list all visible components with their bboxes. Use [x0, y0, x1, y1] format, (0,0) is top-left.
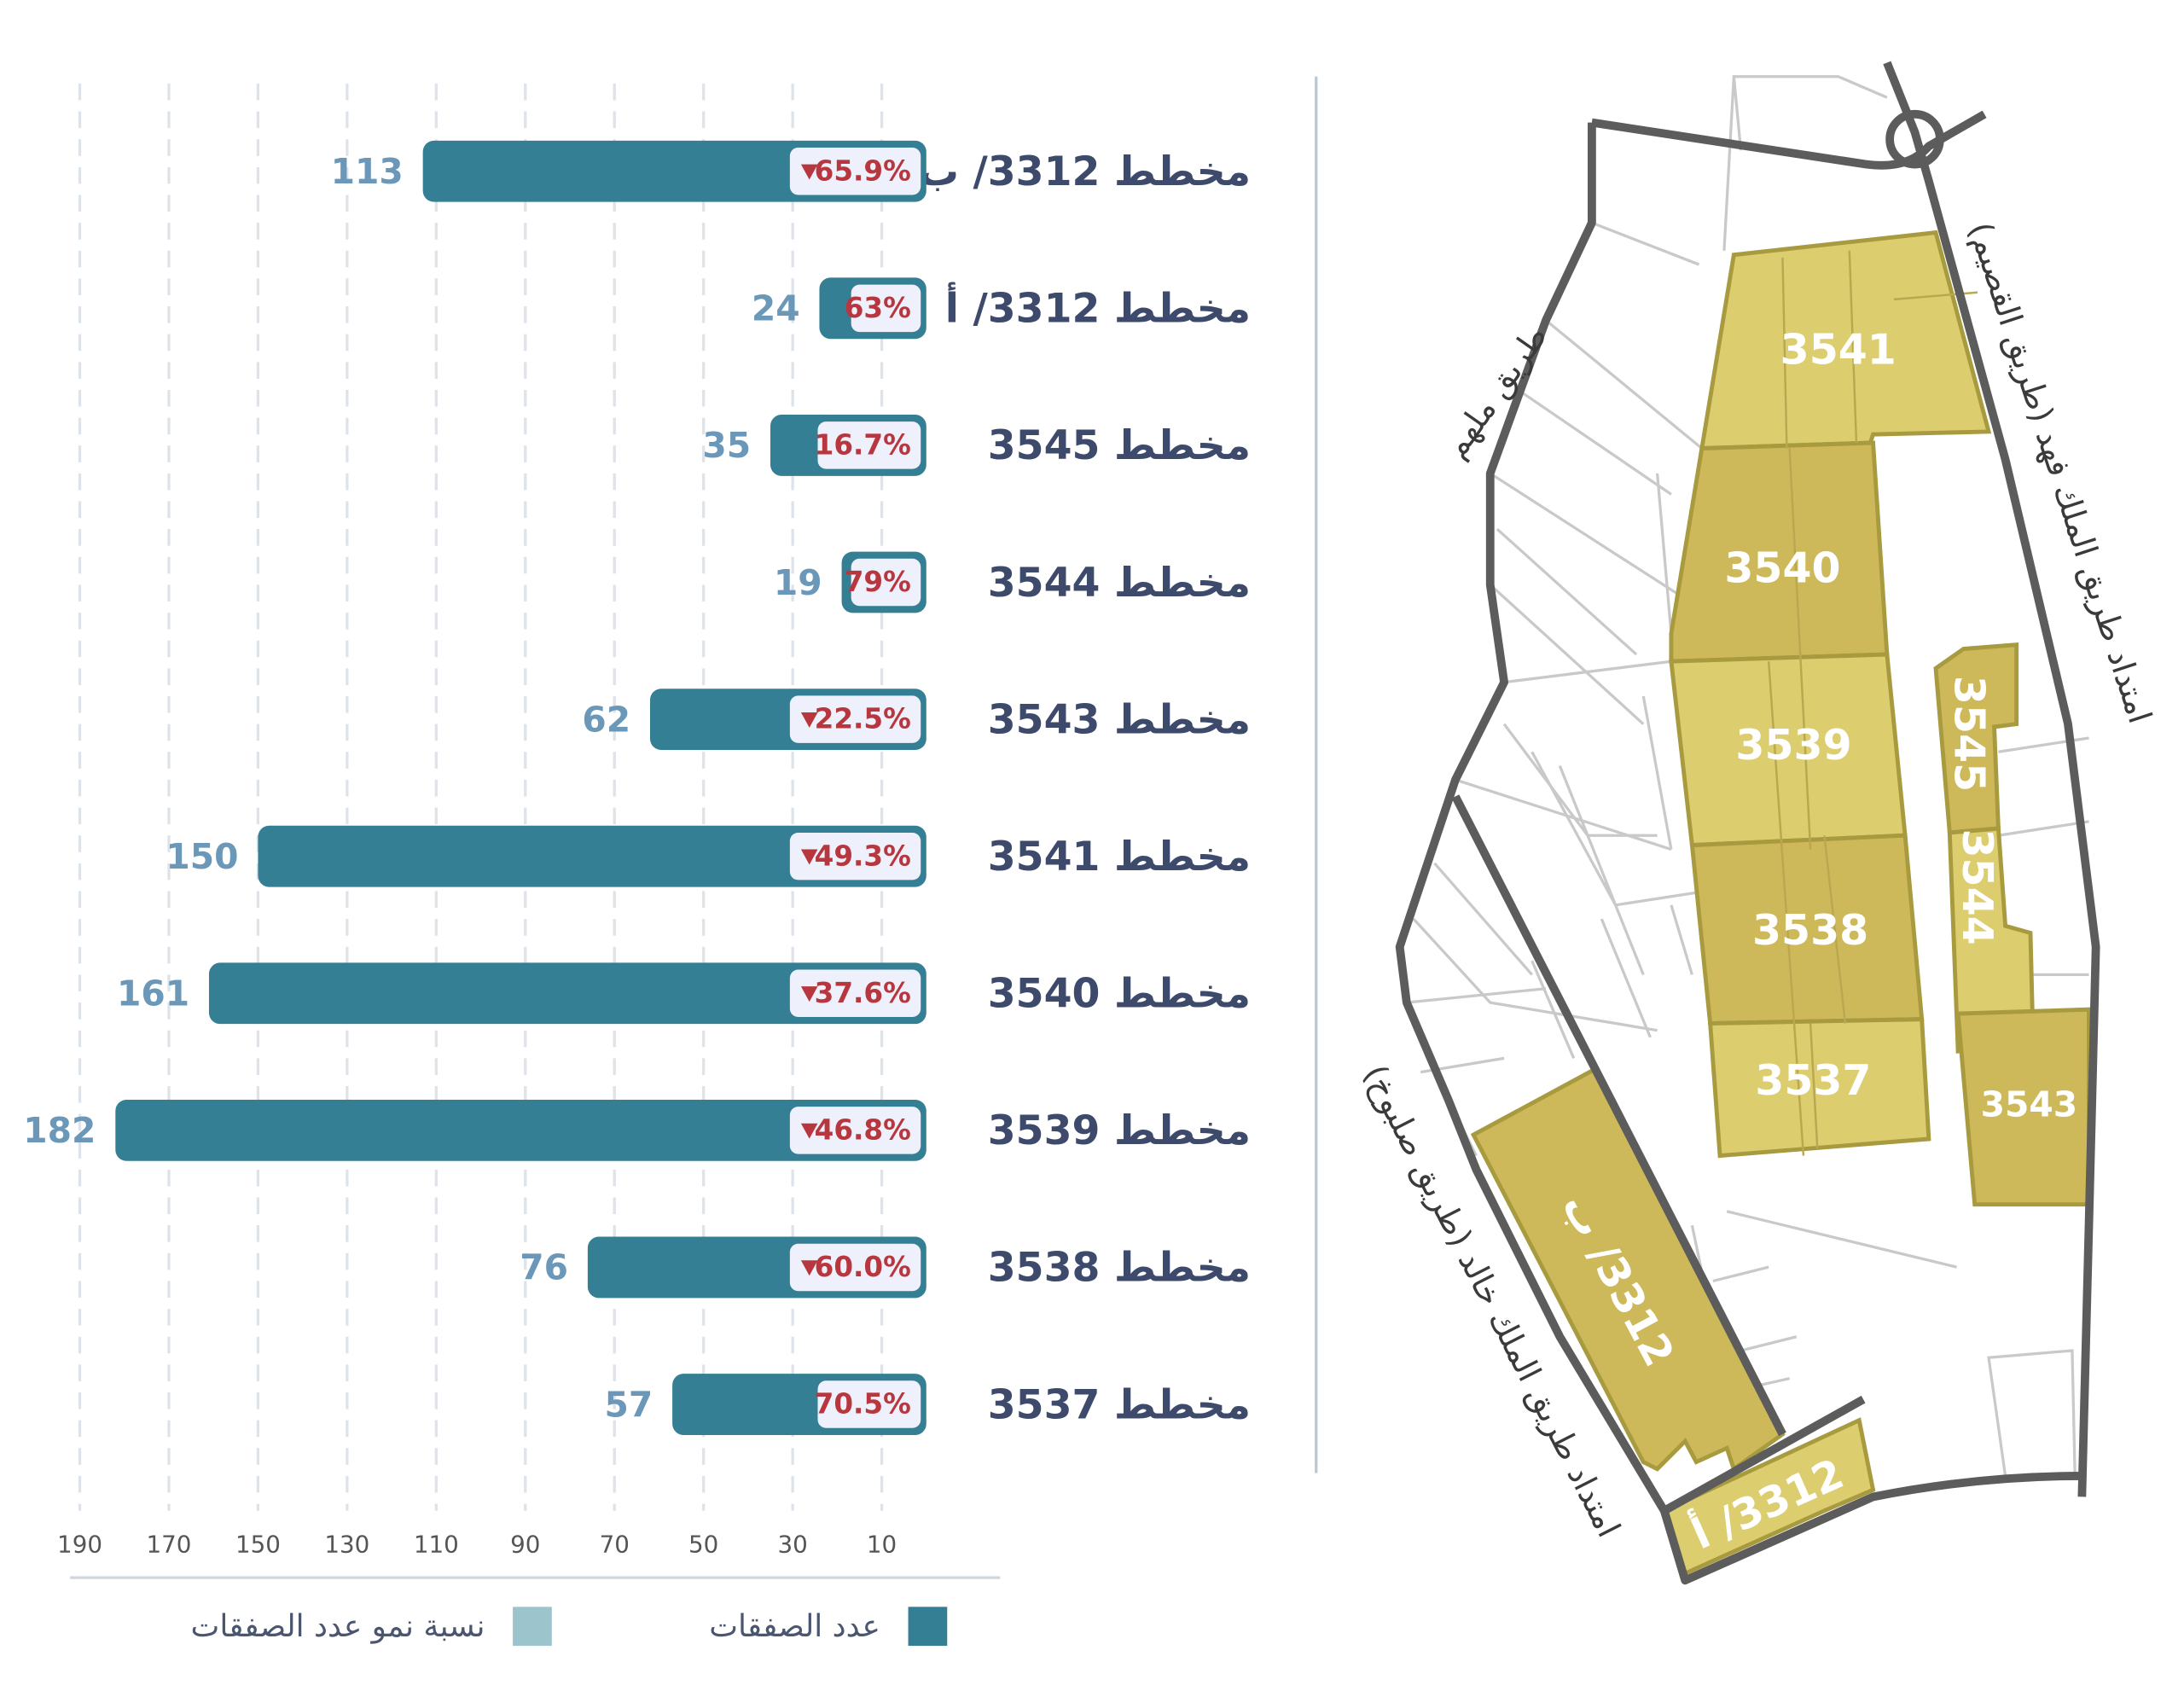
- x-tick-label: 190: [57, 1531, 102, 1559]
- map: 3541 3540 3539 3538 3537 3545 3544 3543 …: [1356, 61, 2159, 1585]
- growth-badge: [851, 558, 921, 607]
- y-tick-label: مخطط 3545: [988, 422, 1251, 469]
- legend-swatch: [908, 1607, 948, 1647]
- down-arrow: [800, 1123, 818, 1139]
- value-label: 150: [166, 836, 238, 877]
- down-arrow: [800, 986, 818, 1002]
- legend-swatch: [513, 1607, 552, 1647]
- growth-label: 79%: [845, 566, 911, 598]
- x-tick-label: 150: [235, 1531, 281, 1559]
- growth-badge: [789, 147, 921, 195]
- y-tick-label: مخطط 3540: [988, 971, 1251, 1018]
- y-tick-label: مخطط 3312/ ب: [918, 148, 1251, 195]
- parcel: [1707, 1017, 1931, 1159]
- value-label: 182: [23, 1110, 96, 1151]
- parcel-label: 3545: [1944, 676, 1993, 792]
- growth-label: 46.8%: [815, 1114, 911, 1147]
- bar: [208, 962, 926, 1025]
- parcel-label: 3540: [1724, 544, 1840, 593]
- growth-badge: [851, 284, 921, 333]
- down-arrow: [800, 849, 818, 865]
- parcels: [1470, 230, 2091, 1577]
- growth-badge: [789, 695, 921, 743]
- bar: [115, 1099, 926, 1161]
- x-tick-label: 30: [777, 1531, 807, 1559]
- value-label: 161: [117, 973, 189, 1014]
- legend-label: عدد الصفقات: [709, 1609, 880, 1644]
- value-label: 24: [752, 288, 800, 329]
- growth-label: 65.9%: [815, 154, 911, 187]
- road-label: طريق ملهم: [1437, 318, 1556, 465]
- legend-label: نسبة نمو عدد الصفقات: [191, 1609, 485, 1644]
- down-arrow: [800, 1260, 818, 1276]
- growth-label: 63%: [845, 292, 911, 324]
- y-tick-label: مخطط 3539: [988, 1107, 1251, 1154]
- parcel-subdivisions: [1767, 250, 1978, 1156]
- growth-badge: [789, 832, 921, 880]
- main-roads: [1395, 61, 2100, 1585]
- value-label: 35: [702, 425, 751, 466]
- growth-badge: [789, 1107, 921, 1154]
- down-arrow: [800, 712, 818, 728]
- x-tick-label: 90: [510, 1531, 540, 1559]
- growth-label: 49.3%: [815, 840, 911, 872]
- parcel-label: 3544: [1953, 828, 2001, 944]
- growth-badge: [789, 969, 921, 1018]
- value-label: 76: [520, 1247, 568, 1288]
- parcel-label: 3538: [1752, 906, 1868, 955]
- y-tick-label: مخطط 3312/ أ: [945, 282, 1251, 333]
- y-tick-label: مخطط 3543: [988, 696, 1251, 743]
- value-label: 62: [582, 699, 630, 740]
- value-label: 57: [604, 1384, 653, 1425]
- x-tick-label: 130: [324, 1531, 369, 1559]
- growth-badge: [817, 421, 921, 469]
- y-tick-label: مخطط 3541: [988, 834, 1251, 880]
- growth-badge: [789, 1243, 921, 1292]
- parcel-label: 3541: [1780, 325, 1896, 374]
- down-arrow: [800, 164, 818, 180]
- bar: [258, 825, 926, 887]
- y-tick-label: مخطط 3537: [988, 1381, 1251, 1428]
- y-tick-label: مخطط 3544: [988, 560, 1251, 607]
- x-tick-label: 110: [414, 1531, 459, 1559]
- x-tick-label: 10: [867, 1531, 897, 1559]
- growth-label: 22.5%: [815, 703, 911, 735]
- growth-label: 60.0%: [815, 1251, 911, 1283]
- x-tick-label: 50: [688, 1531, 718, 1559]
- growth-label: 16.7%: [815, 429, 911, 462]
- y-tick-label: مخطط 3538: [988, 1245, 1251, 1292]
- x-tick-label: 70: [600, 1531, 630, 1559]
- parcel-label: 3539: [1735, 721, 1851, 770]
- value-label: 113: [331, 151, 404, 192]
- parcel: [1947, 826, 2036, 1054]
- growth-label: 37.6%: [815, 977, 911, 1009]
- parcel-label: 3543: [1981, 1084, 2078, 1124]
- value-label: 19: [774, 562, 822, 603]
- parcel-label: 3537: [1755, 1056, 1871, 1105]
- growth-badge: [817, 1380, 921, 1428]
- bar-chart: 190 170 150 130 110 90 70 50 30 10 مخطط 3312/ ب65.…: [23, 83, 1251, 1647]
- growth-label: 70.5%: [815, 1388, 911, 1421]
- x-tick-label: 170: [147, 1531, 192, 1559]
